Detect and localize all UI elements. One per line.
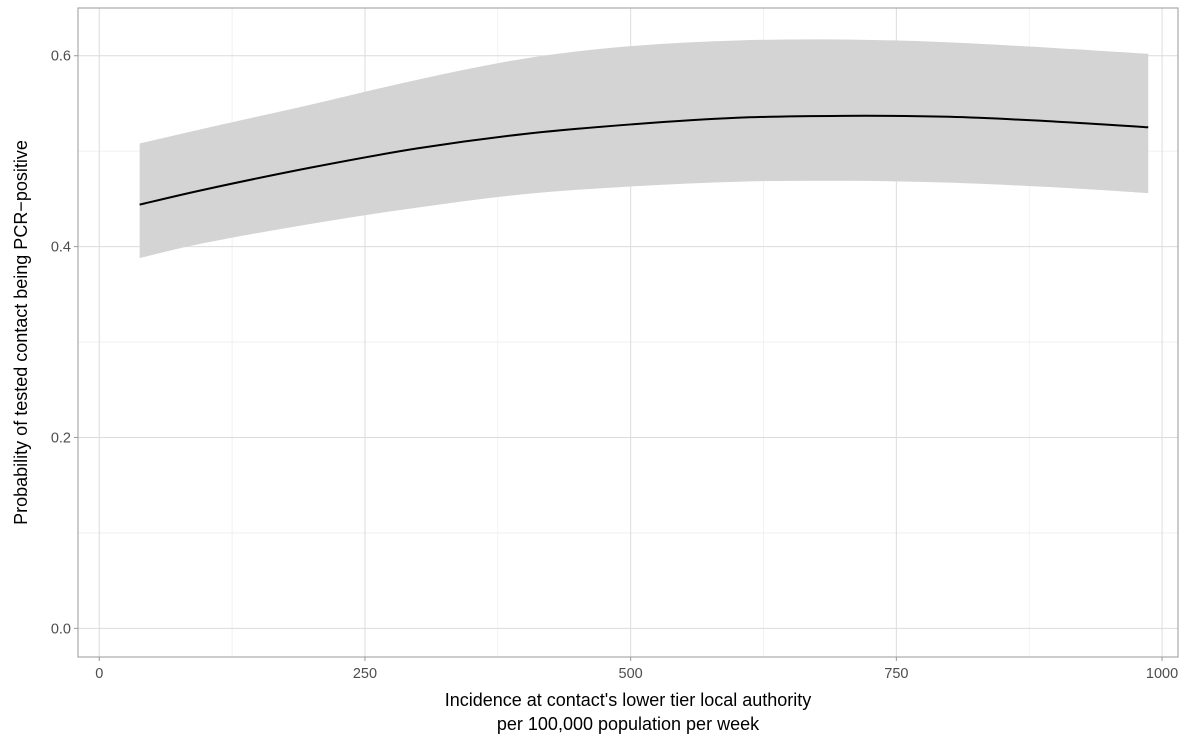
y-tick-label: 0.4 [51,240,71,256]
plot-panel [77,7,1179,658]
y-tick-label: 0.2 [51,430,71,446]
x-tick-label: 750 [884,666,908,682]
y-axis-title: Probability of tested contact being PCR−… [11,140,31,525]
confidence-ribbon [139,39,1149,259]
x-tick-label: 250 [353,666,377,682]
x-axis-title-line-2: per 100,000 population per week [497,714,760,734]
y-tick-label: 0.0 [51,621,71,637]
x-tick-label: 0 [95,666,103,682]
tick-layer: 0 250 500 750 1000 0.0 0.2 0.4 0.6 [51,49,1178,682]
y-tick-label: 0.6 [51,49,71,65]
x-tick-label: 1000 [1146,666,1178,682]
x-tick-label: 500 [619,666,643,682]
x-axis-title-line-1: Incidence at contact's lower tier local … [445,690,812,710]
fitted-line [139,114,1149,206]
